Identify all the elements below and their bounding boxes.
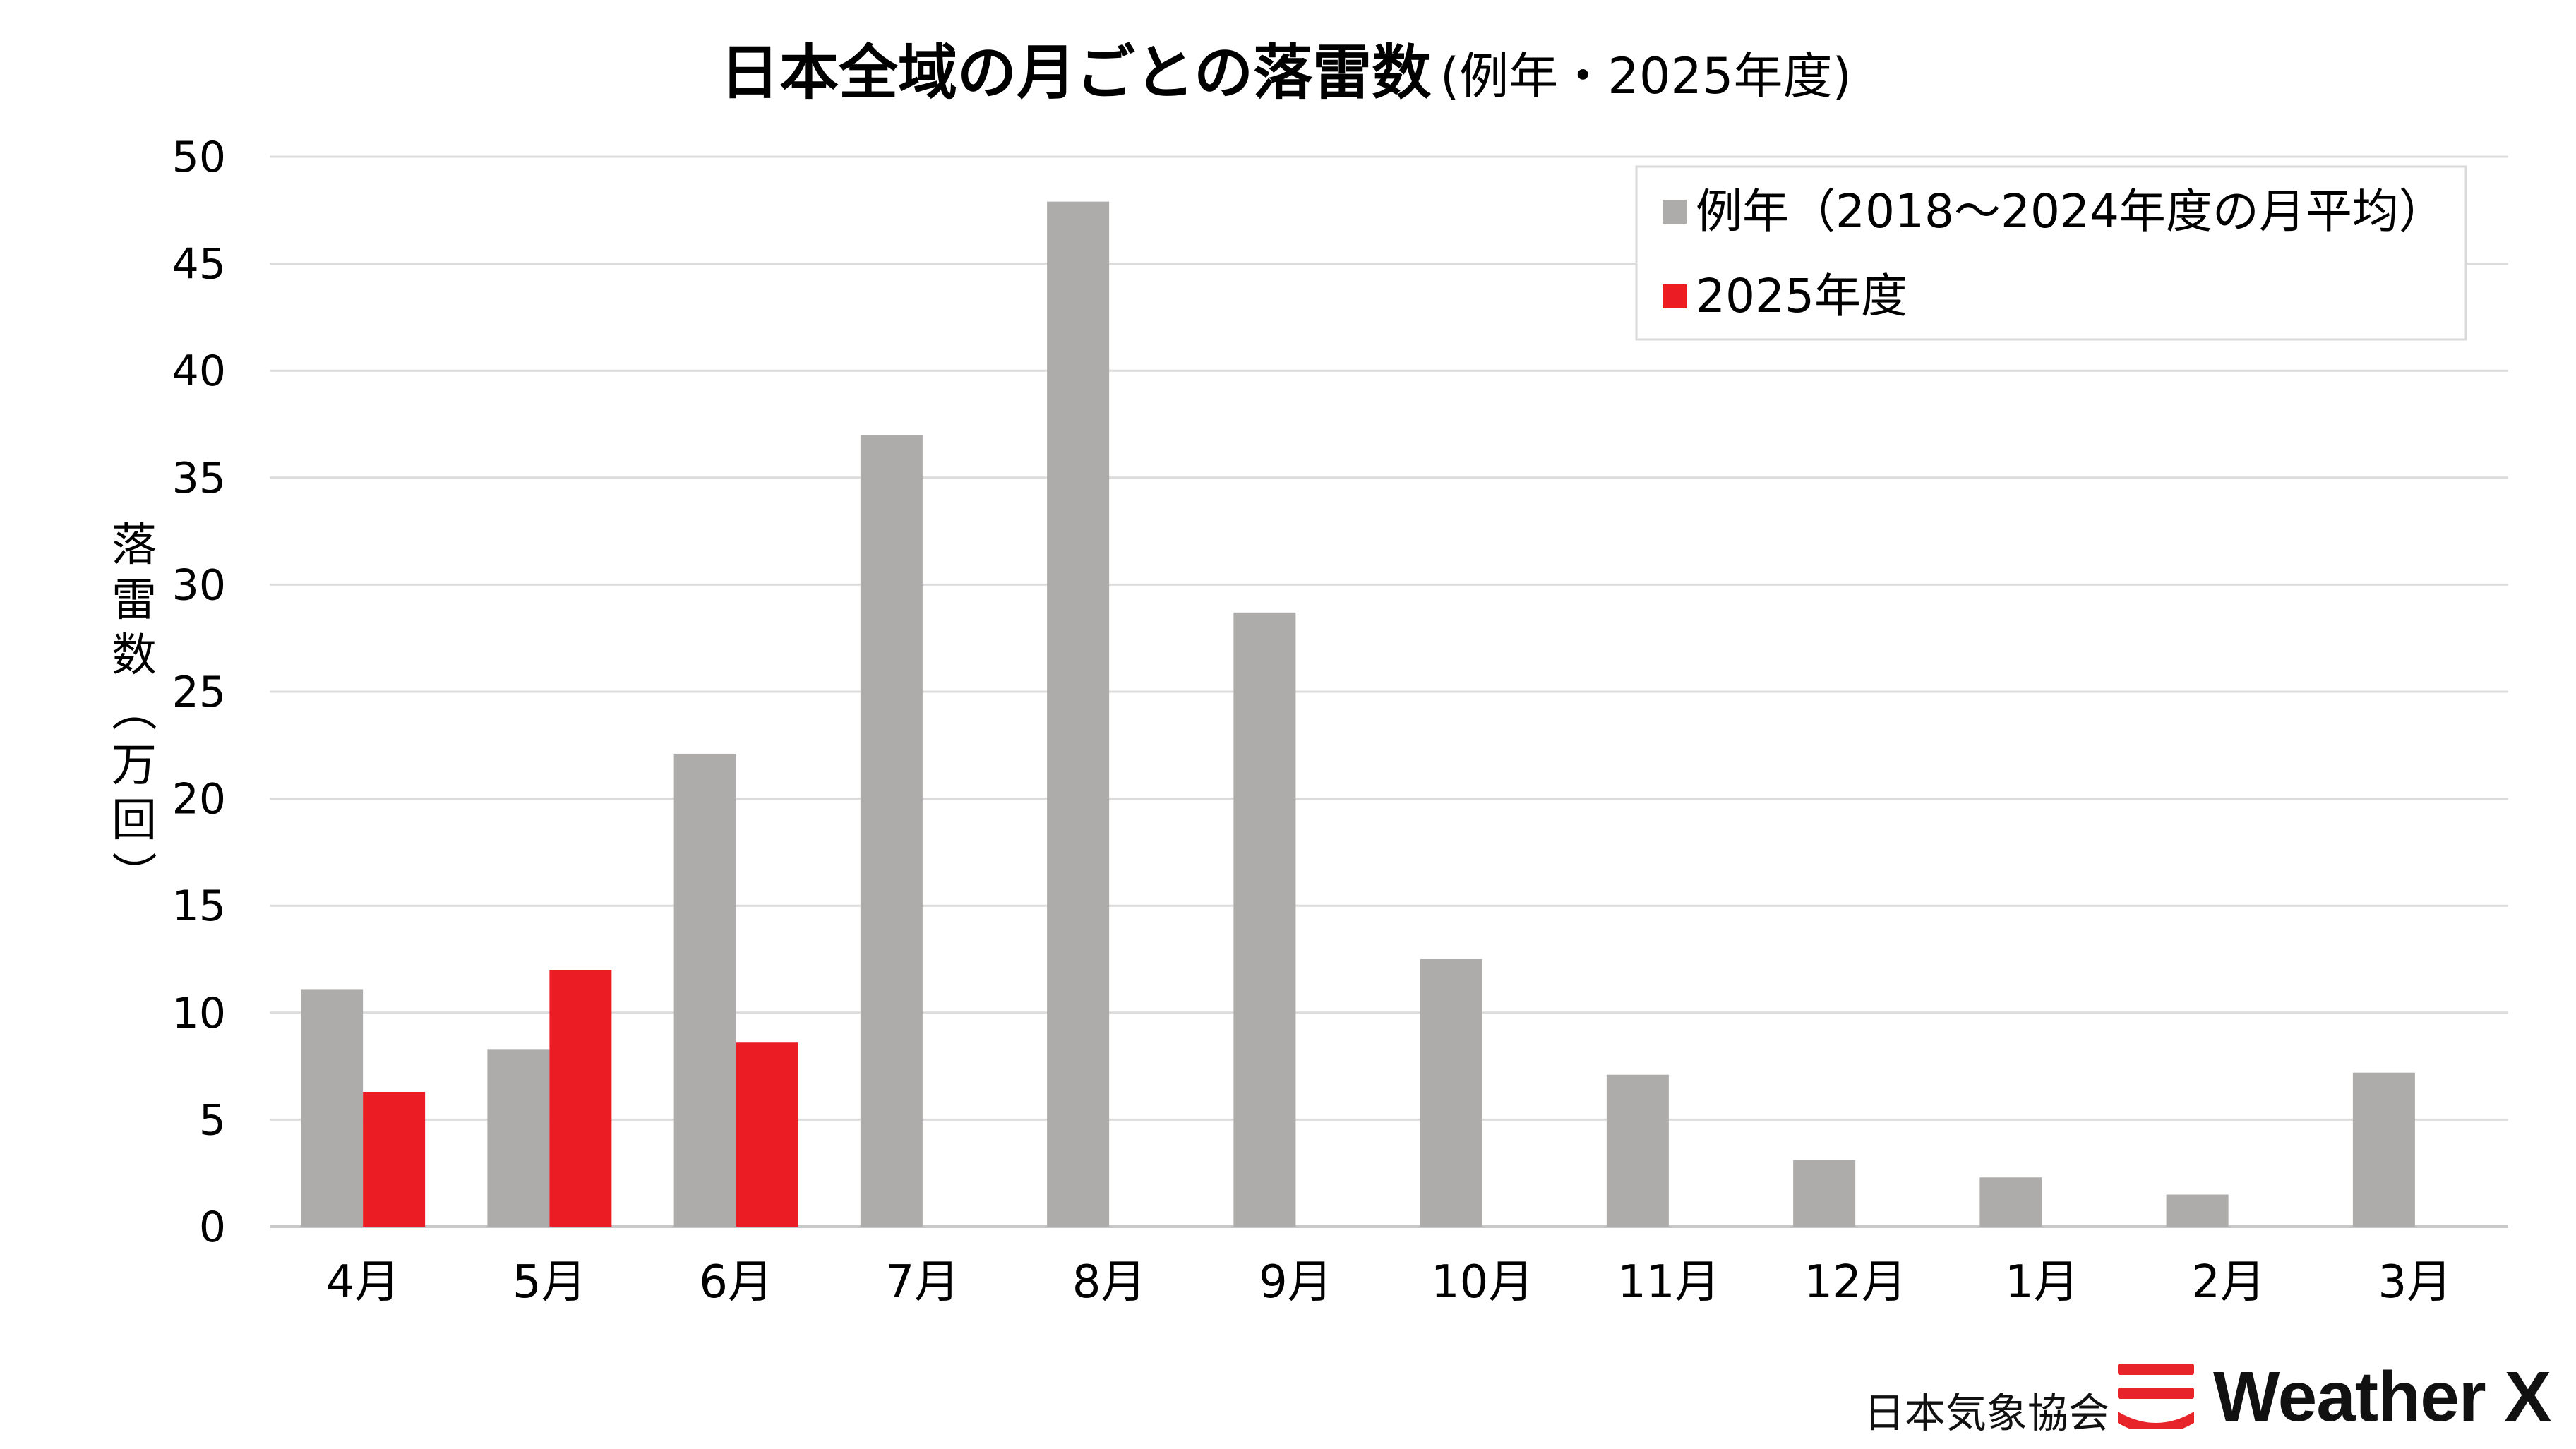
y-tick-label: 15 [172, 882, 226, 931]
bar-normal [860, 435, 923, 1227]
bar-normal [1793, 1160, 1856, 1227]
y-tick-label: 0 [199, 1203, 226, 1252]
x-tick-label: 8月 [1072, 1256, 1146, 1309]
y-tick-label: 10 [172, 989, 226, 1038]
y-tick-label: 45 [172, 240, 226, 289]
x-tick-label: 9月 [1259, 1256, 1333, 1309]
y-label-char: （ [106, 686, 158, 731]
x-tick-label: 3月 [2378, 1256, 2452, 1309]
brand-name: Weather X [2213, 1357, 2551, 1436]
y-axis-ticks: 0 5 10 15 20 25 30 35 40 45 50 [172, 133, 226, 1252]
legend-box [1635, 165, 2467, 341]
y-label-char: 数 [112, 630, 157, 682]
org-name: 日本気象協会 [1864, 1389, 2110, 1437]
bar-normal [1047, 201, 1110, 1227]
bar-normal [301, 989, 364, 1227]
y-label-char: ） [106, 851, 158, 896]
legend-swatch-2025 [1663, 284, 1687, 308]
y-tick-label: 30 [172, 560, 226, 610]
y-label-char: 回 [112, 795, 157, 847]
bar-normal [487, 1049, 550, 1227]
x-tick-label: 4月 [326, 1256, 400, 1309]
x-tick-label: 7月 [886, 1256, 960, 1309]
y-tick-label: 20 [172, 775, 226, 824]
y-tick-label: 40 [172, 347, 226, 396]
chart-title: 日本全域の月ごとの落雷数 [720, 38, 1431, 107]
x-tick-label: 11月 [1617, 1256, 1720, 1309]
x-axis-ticks: 4月 5月 6月 7月 8月 9月 10月 11月 12月 1月 2月 3月 [326, 1256, 2452, 1309]
bar-normal [1606, 1074, 1669, 1227]
bar-normal [1979, 1177, 2042, 1227]
x-tick-label: 12月 [1804, 1256, 1906, 1309]
bar-normal [2166, 1194, 2229, 1227]
bar-normal [1420, 959, 1482, 1227]
y-axis-label: 落雷数（ 万回） [106, 519, 158, 896]
bar-normal [1233, 612, 1296, 1227]
legend-label-normal: 例年（2018～2024年度の月平均） [1696, 184, 2445, 239]
bar-normal [2352, 1072, 2415, 1227]
legend-label-2025: 2025年度 [1696, 269, 1907, 323]
y-tick-label: 5 [199, 1095, 226, 1145]
y-tick-label: 35 [172, 454, 226, 503]
y-label-char: 雷 [112, 575, 157, 627]
x-tick-label: 1月 [2005, 1256, 2079, 1309]
legend: 例年（2018～2024年度の月平均） 2025年度 [1635, 165, 2467, 341]
weather-x-logo-icon [2118, 1364, 2194, 1429]
bar-2025 [549, 970, 612, 1227]
y-label-char: 万 [112, 740, 157, 792]
bar-normal [673, 753, 736, 1227]
chart-subtitle: (例年・2025年度) [1440, 47, 1852, 105]
legend-swatch-normal [1663, 200, 1687, 224]
footer-logo-area [1846, 1330, 2576, 1449]
bars [301, 201, 2415, 1227]
y-label-char: 落 [112, 519, 157, 572]
bar-2025 [363, 1091, 426, 1227]
bar-2025 [736, 1042, 798, 1227]
x-tick-label: 5月 [513, 1256, 587, 1309]
x-tick-label: 2月 [2191, 1256, 2265, 1309]
x-tick-label: 10月 [1431, 1256, 1533, 1309]
x-tick-label: 6月 [699, 1256, 773, 1309]
y-tick-label: 25 [172, 668, 226, 717]
y-tick-label: 50 [172, 133, 226, 182]
